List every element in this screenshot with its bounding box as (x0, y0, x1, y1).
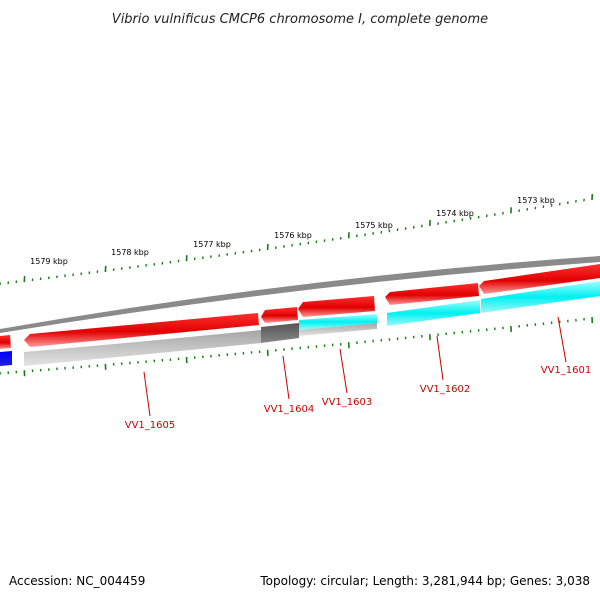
gene-label-vv1-1601: VV1_1601 (541, 365, 592, 376)
gene-lane-lower (0, 281, 600, 366)
feature-bar-cyan-vv1-1601 (481, 281, 600, 313)
gene-arrow-vv1-1603 (298, 296, 375, 317)
gene-lane-upper (0, 264, 600, 349)
gene-arrow-vv1-1604 (261, 307, 298, 323)
gene-arrow-vv1-1601 (479, 264, 600, 294)
kbp-label-1578: 1578 kbp (111, 248, 149, 257)
kbp-label-1574: 1574 kbp (436, 209, 474, 218)
gene-labels: VV1_1605 VV1_1604 VV1_1603 VV1_1602 VV1_… (125, 365, 592, 431)
kbp-label-1573: 1573 kbp (517, 196, 555, 205)
feature-bar-dark-vv1-1604 (261, 323, 299, 343)
genome-stats-text: Topology: circular; Length: 3,281,944 bp… (260, 574, 590, 588)
callout-line-vv1-1603 (339, 348, 348, 394)
callout-line-vv1-1605 (143, 371, 151, 417)
kbp-labels: 1579 kbp 1578 kbp 1577 kbp 1576 kbp 1575… (30, 196, 555, 266)
feature-bar-blue (0, 351, 12, 366)
feature-bar-gray-vv1-1605 (24, 330, 261, 366)
gene-label-vv1-1602: VV1_1602 (420, 384, 471, 395)
kbp-label-1575: 1575 kbp (355, 221, 393, 230)
callout-line-vv1-1601 (557, 316, 567, 363)
gene-arrow-vv1-1605 (24, 313, 259, 347)
kbp-label-1577: 1577 kbp (193, 240, 231, 249)
inner-tick-scale (0, 317, 594, 377)
backbone-arc (0, 256, 600, 333)
gene-label-vv1-1605: VV1_1605 (125, 420, 176, 431)
kbp-label-1579: 1579 kbp (30, 257, 68, 266)
gene-callouts (143, 316, 567, 417)
gene-label-vv1-1603: VV1_1603 (322, 397, 373, 408)
callout-line-vv1-1602 (436, 335, 444, 381)
gene-label-vv1-1604: VV1_1604 (264, 404, 315, 415)
kbp-label-1576: 1576 kbp (274, 231, 312, 240)
feature-bar-cyan-vv1-1602 (387, 300, 480, 326)
map-title: Vibrio vulnificus CMCP6 chromosome I, co… (112, 12, 488, 27)
gene-arrow-vv1-1602 (385, 283, 479, 305)
callout-line-vv1-1604 (282, 355, 290, 400)
feature-bar-gray-vv1-1603 (299, 323, 377, 336)
feature-bar-cyan-vv1-1603 (299, 314, 377, 330)
accession-text: Accession: NC_004459 (9, 574, 146, 588)
outer-tick-scale (0, 193, 594, 286)
gene-arrow-left-edge (0, 335, 11, 349)
